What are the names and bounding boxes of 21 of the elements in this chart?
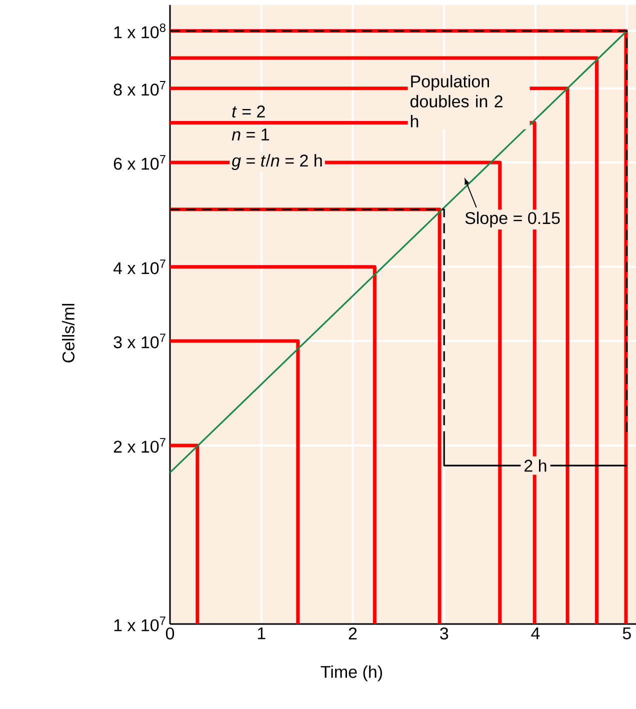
annotation: n = 1 bbox=[232, 128, 270, 140]
y-tick-label: 1 x 10$^{7}$ bbox=[114, 616, 166, 632]
y-tick-label: 4 x 10$^{7}$ bbox=[113, 260, 166, 274]
y-tick-label: 8 x 10$^{7}$ bbox=[114, 81, 166, 96]
x-tick-label: 2 bbox=[348, 627, 357, 640]
y-tick-label: 3 x 10$^{7}$ bbox=[114, 334, 166, 348]
annotation: t = 2 bbox=[232, 106, 265, 118]
annotation: 2 h bbox=[524, 459, 546, 472]
x-tick-label: 3 bbox=[440, 627, 448, 640]
x-tick-label: 0 bbox=[166, 627, 174, 640]
x-tick-label: 1 bbox=[258, 627, 266, 640]
x-tick-label: 5 bbox=[622, 627, 631, 640]
y-axis-title: Cells/ml bbox=[62, 304, 74, 362]
y-tick-label: 6 x 10$^{7}$ bbox=[114, 155, 166, 170]
annotation: Slope = 0.15 bbox=[465, 212, 560, 228]
x-tick-label: 4 bbox=[531, 627, 540, 640]
x-axis-title: Time (h) bbox=[320, 665, 382, 682]
y-tick-label: 2 x 10$^{7}$ bbox=[114, 438, 166, 453]
y-tick-label: 1 x 10$^{8}$ bbox=[114, 24, 166, 38]
annotation: Population doubles in 2 h bbox=[410, 74, 502, 128]
annotation: g = t/n = 2 h bbox=[232, 154, 322, 170]
